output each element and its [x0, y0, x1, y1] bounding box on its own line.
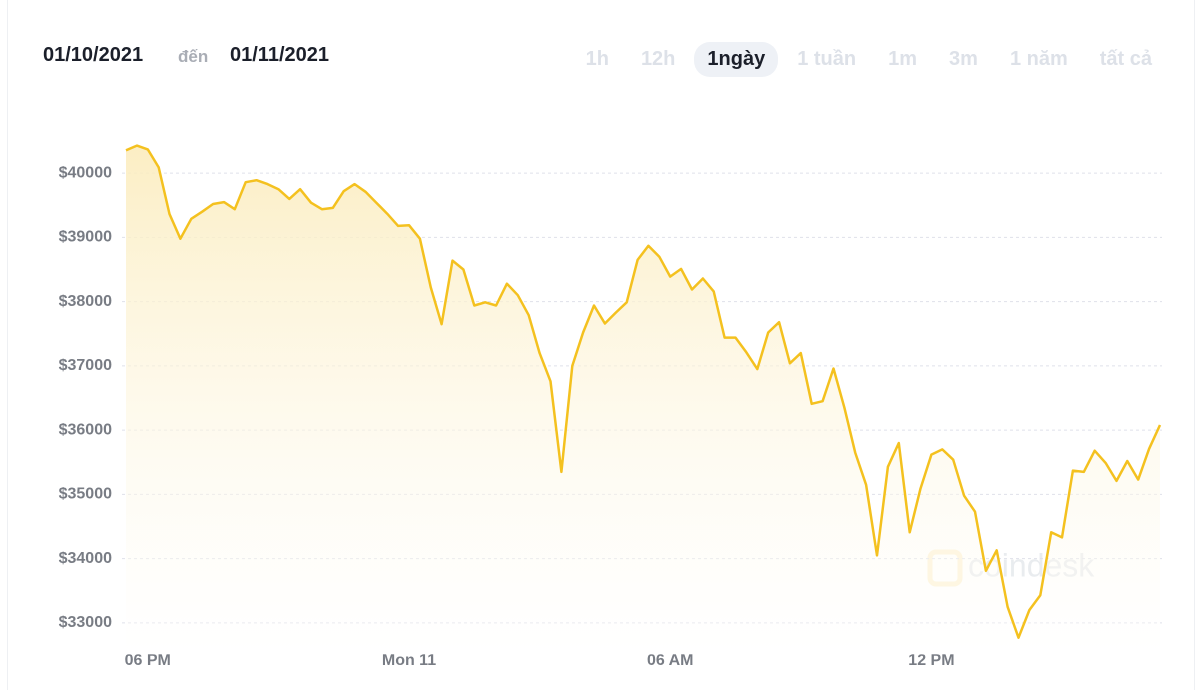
y-tick-label: $38000 — [59, 293, 112, 310]
range-selector: 1h 12h 1ngày 1 tuần 1m 3m 1 năm tất cả — [567, 42, 1165, 77]
price-line — [125, 144, 1162, 639]
area — [126, 145, 1160, 655]
date-to: 01/11/2021 — [230, 44, 329, 66]
y-tick-label: $36000 — [59, 421, 112, 438]
y-tick-label: $40000 — [59, 164, 112, 181]
range-button[interactable]: tất cả — [1099, 48, 1152, 70]
x-tick-label: Mon 11 — [382, 652, 436, 669]
range-button[interactable]: 1 năm — [1009, 48, 1068, 70]
y-tick-label: $34000 — [59, 550, 112, 567]
range-button[interactable]: 12h — [640, 48, 676, 70]
x-tick-label: 06 AM — [647, 652, 694, 669]
range-button[interactable]: 1h — [585, 48, 609, 70]
x-tick-label: 12 PM — [908, 652, 954, 669]
panel — [7, 0, 1195, 690]
range-button[interactable]: 1m — [888, 48, 918, 70]
range-button[interactable]: 1ngày — [694, 42, 779, 77]
date-separator: đến — [178, 47, 209, 66]
y-tick-label: $35000 — [59, 486, 112, 503]
y-tick-label: $33000 — [59, 614, 112, 631]
x-tick-label: 06 PM — [125, 652, 171, 669]
y-tick-label: $37000 — [59, 357, 112, 374]
date-from: 01/10/2021 — [43, 44, 144, 66]
y-tick-label: $39000 — [59, 229, 112, 246]
range-button[interactable]: 1 tuần — [797, 48, 857, 70]
range-button[interactable]: 3m — [949, 48, 978, 70]
